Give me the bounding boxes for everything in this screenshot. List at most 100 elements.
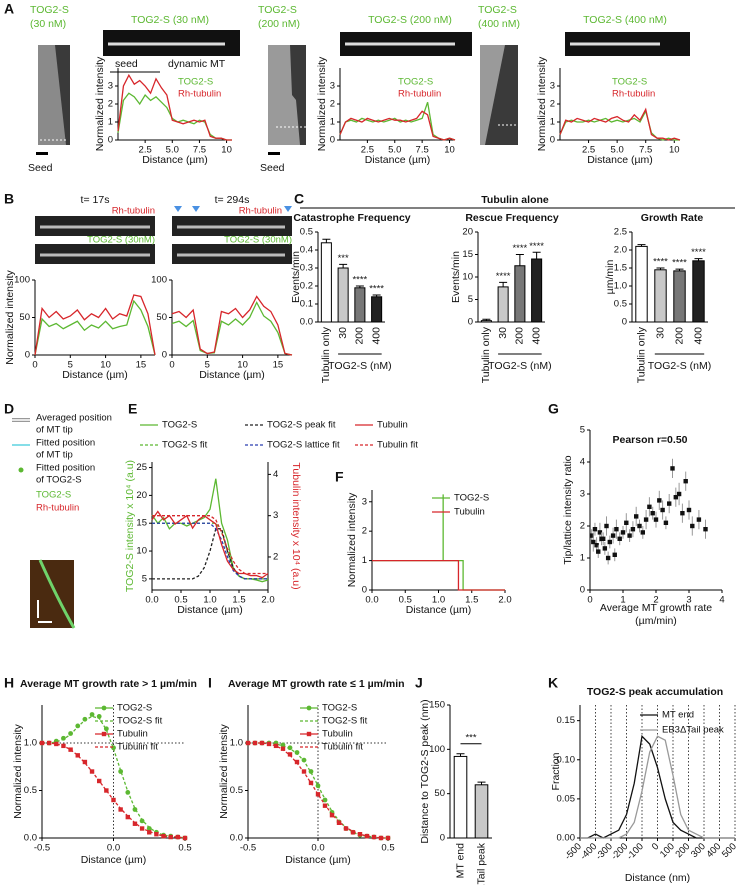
x-tick-label: 0 — [169, 360, 174, 371]
legend-label: Averaged position — [36, 413, 112, 424]
point — [259, 740, 265, 746]
chart-title: Average MT growth rate ≤ 1 µm/min — [228, 678, 405, 690]
point — [287, 752, 293, 757]
y-tick-label: 0.5 — [614, 299, 627, 310]
category-label: MT end — [454, 843, 466, 879]
point — [602, 546, 608, 551]
bar — [453, 755, 468, 839]
line — [42, 715, 186, 839]
point — [591, 539, 596, 545]
y-axis-label: TOG2-S intensity x 10⁴ (a.u) — [124, 460, 136, 592]
bar — [514, 265, 526, 323]
x-tick-label: 4 — [719, 595, 724, 606]
point — [147, 830, 152, 835]
point — [597, 530, 603, 535]
y-axis-label: Distance to TOG2-S peak (nm) — [419, 699, 431, 843]
legend-label: Rh-tubulin — [36, 503, 79, 514]
point — [82, 716, 88, 722]
category-label: 400 — [530, 327, 542, 345]
arrowhead — [174, 206, 182, 212]
point — [647, 504, 652, 509]
panel-label: G — [548, 401, 559, 417]
x-tick-label: 1.0 — [432, 595, 445, 606]
line — [117, 73, 232, 141]
error-bar — [477, 781, 486, 785]
label: (400 nM) — [478, 18, 520, 30]
legend-label: MT end — [662, 710, 694, 721]
y-tick-label: 0.3 — [300, 263, 313, 274]
label: Tubulin alone — [481, 194, 549, 206]
error-bar — [456, 753, 465, 757]
y-tick-label: 0.0 — [230, 833, 243, 844]
y-tick-label: 100 — [429, 744, 445, 755]
point — [273, 743, 279, 749]
error-bar — [532, 251, 541, 259]
y-axis-label: Normalized intensity — [536, 56, 548, 151]
label: seed — [115, 58, 138, 70]
point — [104, 788, 109, 793]
chart-title: Average MT growth rate > 1 µm/min — [20, 678, 197, 690]
y-tick-label: 4 — [580, 457, 585, 468]
y-tick-label: 2 — [550, 99, 555, 110]
y2-tick-label: 2 — [273, 551, 278, 562]
legend-label: TOG2-S — [36, 490, 71, 501]
y-tick-label: 0 — [550, 135, 555, 146]
y-tick-label: 0.4 — [300, 245, 313, 256]
point — [617, 536, 622, 541]
point — [364, 833, 370, 839]
images — [12, 30, 735, 629]
y-axis-label: Events/min — [290, 251, 302, 303]
y-tick-label: 10 — [462, 272, 473, 283]
x-tick-label: 3 — [686, 595, 691, 606]
label: Rh-tubulin — [239, 206, 282, 217]
y-tick-label: 2 — [330, 99, 335, 110]
bar — [531, 258, 543, 323]
point — [161, 833, 166, 839]
significance: *** — [465, 732, 476, 743]
legend-label: Tubulin fit — [322, 742, 363, 753]
bar — [354, 287, 366, 323]
significance: **** — [496, 271, 511, 282]
x-axis-label: Distance (µm) — [62, 369, 128, 381]
group-label: TOG2-S (nM) — [488, 360, 551, 372]
y-tick-label: 0.15 — [557, 715, 576, 726]
line — [152, 515, 268, 575]
x-tick-label: 7.5 — [193, 145, 206, 156]
y-tick-label: 1.5 — [614, 263, 627, 274]
y-tick-label: 0 — [580, 585, 585, 596]
point — [607, 539, 612, 545]
x-tick-label: 2.0 — [261, 595, 274, 606]
y2-tick-label: 4 — [273, 469, 278, 480]
line — [117, 92, 232, 141]
label: TOG2-S (30nM) — [224, 235, 292, 246]
x-axis-label: Average MT growth rate — [600, 602, 712, 614]
arrowhead — [284, 206, 292, 212]
x-tick-label: 10 — [221, 145, 232, 156]
label: dynamic MT — [168, 58, 226, 70]
point — [599, 536, 604, 541]
legend-label: TOG2-S — [162, 420, 197, 431]
x-tick-label: 500 — [720, 841, 739, 860]
x-axis-label: Distance (µm) — [81, 854, 147, 866]
bar — [654, 269, 667, 323]
y-tick-label: 1.0 — [230, 738, 243, 749]
category-label: 400 — [692, 327, 704, 345]
point — [75, 753, 80, 758]
point — [125, 814, 130, 820]
significance: **** — [691, 247, 706, 258]
label: TOG2-S (200 nM) — [368, 14, 452, 26]
y-tick-label: 15 — [462, 249, 473, 260]
y-tick-label: 0 — [162, 350, 167, 361]
legend-label: Fitted position — [36, 463, 95, 474]
point — [670, 466, 675, 471]
line — [152, 528, 268, 580]
line — [42, 742, 186, 839]
y-tick-label: 150 — [429, 700, 445, 711]
y-tick-label: 1 — [362, 555, 367, 566]
bar — [497, 286, 509, 323]
point — [676, 491, 682, 497]
point — [620, 530, 626, 535]
label: Rh-tubulin — [112, 206, 155, 217]
error-bar — [694, 258, 703, 261]
x-tick-label: -100 — [625, 841, 646, 862]
